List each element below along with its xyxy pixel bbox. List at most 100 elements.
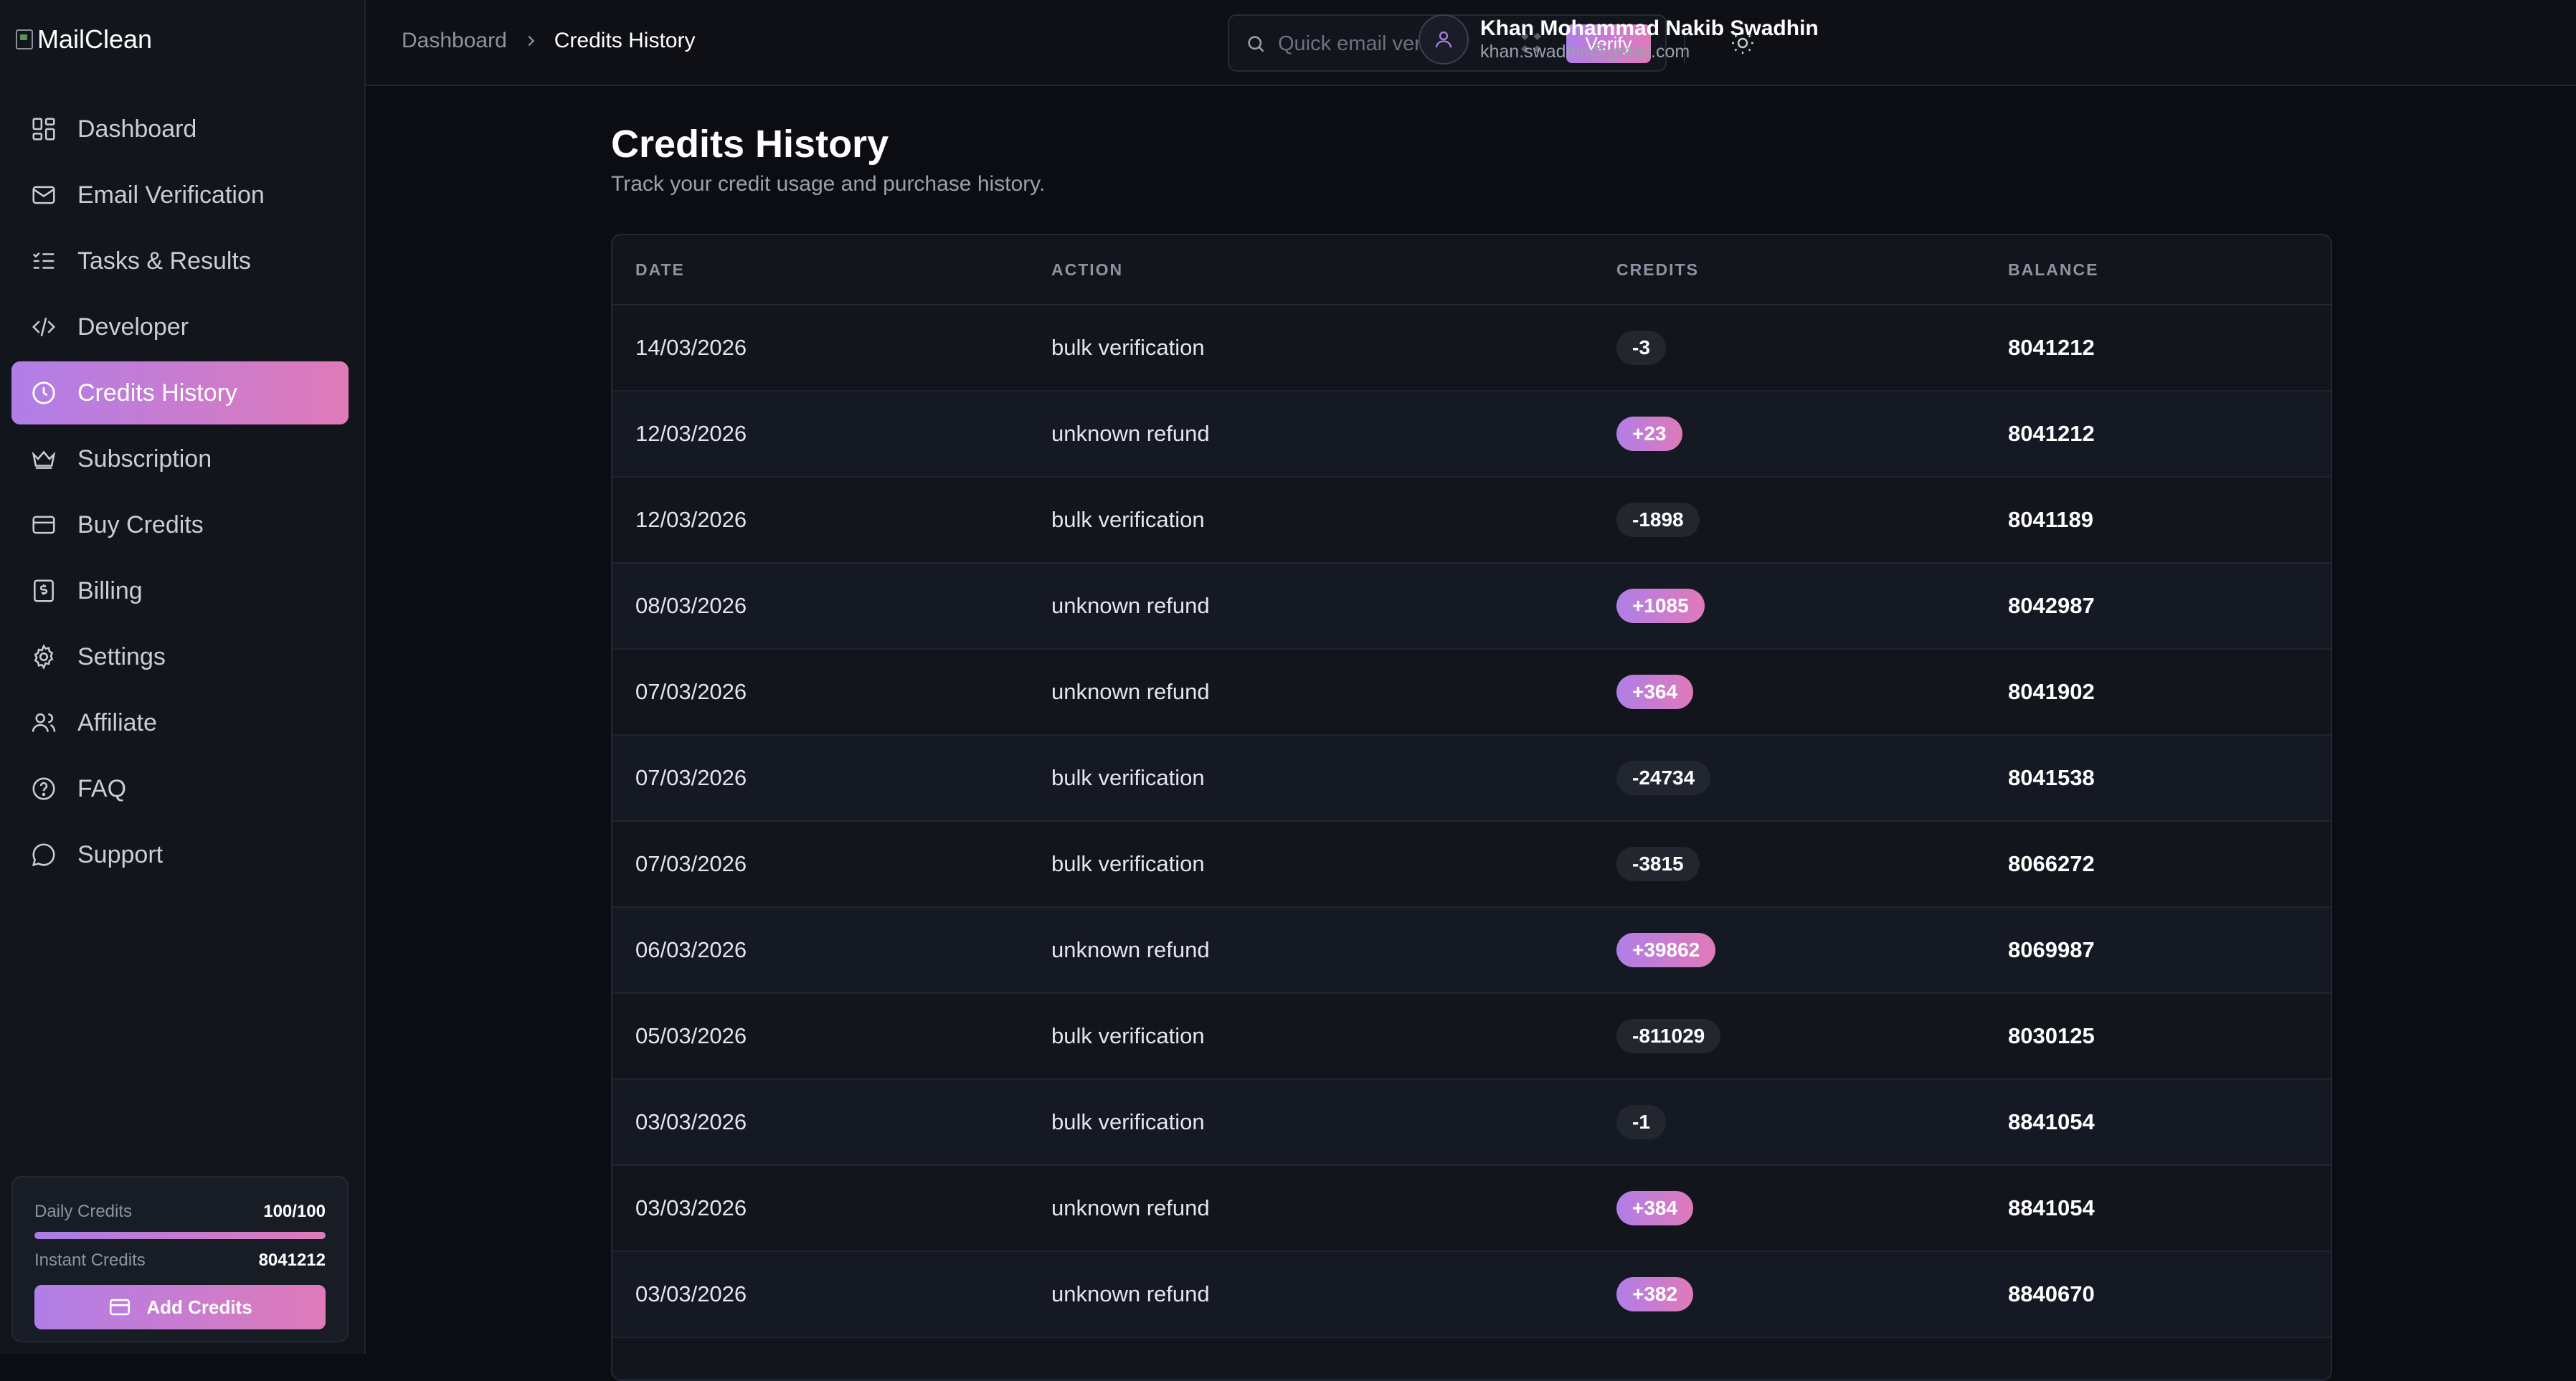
credits-badge: +364: [1616, 675, 1694, 709]
credits-badge: +384: [1616, 1191, 1694, 1225]
cell-action: unknown refund: [1051, 679, 1210, 704]
add-credits-label: Add Credits: [146, 1296, 252, 1318]
user-name: Khan Mohammad Nakib Swadhin: [1480, 16, 1819, 40]
cell-credits: -3: [1616, 331, 1666, 365]
table-row: 03/03/2026 bulk verification -1 8841054: [612, 1080, 2331, 1166]
sidebar-item-label: Billing: [77, 576, 143, 604]
table-row: 05/03/2026 bulk verification -811029 803012…: [612, 994, 2331, 1080]
cell-date: 03/03/2026: [635, 1195, 747, 1220]
instant-credits-value: 8041212: [258, 1251, 326, 1270]
sidebar-item-buy-credits[interactable]: Buy Credits: [11, 493, 349, 556]
cell-action: bulk verification: [1051, 851, 1205, 876]
daily-credits-progress-fill: [34, 1232, 326, 1239]
cell-credits: -24734: [1616, 761, 1711, 795]
chat-icon: [32, 843, 55, 867]
table-row: 07/03/2026 bulk verification -24734 8041538: [612, 736, 2331, 822]
page-subtitle: Track your credit usage and purchase his…: [611, 172, 1046, 196]
cell-credits: +364: [1616, 675, 1694, 709]
list-check-icon: [32, 252, 55, 269]
instant-credits-row: Instant Credits 8041212: [34, 1251, 326, 1271]
sidebar-item-label: FAQ: [77, 774, 127, 802]
credits-badge: -1: [1616, 1105, 1666, 1139]
cell-date: 06/03/2026: [635, 937, 747, 962]
breadcrumb-dashboard-link[interactable]: Dashboard: [402, 29, 507, 52]
sidebar-item-developer[interactable]: Developer: [11, 295, 349, 359]
user-email: khan.swadhin@gmail.com: [1480, 42, 1690, 62]
user-menu[interactable]: Khan Mohammad Nakib Swadhin khan.swadhin…: [1419, 14, 1819, 65]
sidebar-item-tasks-results[interactable]: Tasks & Results: [11, 229, 349, 293]
header-divider: [1684, 24, 1685, 63]
sidebar-item-faq[interactable]: FAQ: [11, 757, 349, 820]
user-info: Khan Mohammad Nakib Swadhin khan.swadhin…: [1480, 16, 1819, 62]
cell-action: bulk verification: [1051, 765, 1205, 790]
table-body: 14/03/2026 bulk verification -3 8041212 12/0…: [612, 305, 2331, 1338]
sidebar-item-dashboard[interactable]: Dashboard: [11, 98, 349, 161]
logo[interactable]: MailClean: [16, 24, 152, 54]
cell-balance: 8030125: [2008, 1023, 2095, 1048]
cell-balance: 8066272: [2008, 851, 2095, 876]
cell-action: unknown refund: [1051, 421, 1210, 446]
cell-date: 12/03/2026: [635, 507, 747, 532]
cell-action: bulk verification: [1051, 335, 1205, 360]
sidebar-item-label: Affiliate: [77, 708, 157, 736]
credit-card-icon: [32, 516, 55, 534]
sidebar-item-support[interactable]: Support: [11, 823, 349, 886]
crown-icon: [32, 450, 56, 469]
add-credits-button[interactable]: Add Credits: [34, 1285, 326, 1329]
help-circle-icon: [32, 777, 55, 800]
cell-date: 03/03/2026: [635, 1281, 747, 1306]
cell-credits: +23: [1616, 417, 1682, 451]
sidebar-item-label: Buy Credits: [77, 511, 204, 538]
cell-balance: 8041902: [2008, 679, 2095, 704]
instant-credits-label: Instant Credits: [34, 1251, 146, 1270]
table-row: 07/03/2026 unknown refund +364 8041902: [612, 650, 2331, 736]
sidebar-item-affiliate[interactable]: Affiliate: [11, 691, 349, 754]
credits-badge: -1898: [1616, 503, 1700, 537]
table-row: 12/03/2026 unknown refund +23 8041212: [612, 391, 2331, 478]
broken-image-icon: [16, 29, 33, 49]
table-row: 03/03/2026 unknown refund +384 8841054: [612, 1166, 2331, 1252]
sidebar-item-label: Tasks & Results: [77, 247, 251, 275]
daily-credits-row: Daily Credits 100/100: [34, 1202, 326, 1222]
sidebar-item-subscription[interactable]: Subscription: [11, 427, 349, 490]
receipt-dollar-icon: [34, 579, 54, 602]
sidebar-item-credits-history[interactable]: Credits History: [11, 361, 349, 424]
cell-action: unknown refund: [1051, 1281, 1210, 1306]
sun-icon[interactable]: [1730, 30, 1756, 56]
cell-balance: 8041212: [2008, 335, 2095, 360]
sidebar-item-email-verification[interactable]: Email Verification: [11, 163, 349, 227]
cell-date: 12/03/2026: [635, 421, 747, 446]
column-header-date: DATE: [635, 260, 685, 279]
sidebar-item-settings[interactable]: Settings: [11, 625, 349, 688]
table-row: 08/03/2026 unknown refund +1085 8042987: [612, 564, 2331, 650]
table-row: 03/03/2026 unknown refund +382 8840670: [612, 1252, 2331, 1338]
top-header: Dashboard Credits History Verify Khan Mo…: [366, 0, 2576, 86]
daily-credits-value: 100/100: [263, 1202, 326, 1221]
cell-credits: +382: [1616, 1277, 1694, 1311]
sidebar-item-billing[interactable]: Billing: [11, 559, 349, 622]
extension-icon[interactable]: [1516, 30, 1546, 60]
table-header: DATE ACTION CREDITS BALANCE: [612, 235, 2331, 305]
daily-credits-progress: [34, 1232, 326, 1239]
cell-balance: 8042987: [2008, 593, 2095, 618]
credits-badge: -811029: [1616, 1019, 1721, 1053]
table-row: 07/03/2026 bulk verification -3815 8066272: [612, 822, 2331, 908]
column-header-balance: BALANCE: [2008, 260, 2099, 279]
credits-badge: -3815: [1616, 847, 1700, 881]
credits-badge: -3: [1616, 331, 1666, 365]
cell-credits: +384: [1616, 1191, 1694, 1225]
sidebar-item-label: Credits History: [77, 379, 237, 407]
table-row: 12/03/2026 bulk verification -1898 8041189: [612, 478, 2331, 564]
page-title: Credits History: [611, 123, 889, 166]
search-icon: [1248, 36, 1264, 52]
gear-icon: [34, 644, 54, 670]
cell-credits: +39862: [1616, 933, 1716, 967]
users-icon: [32, 713, 56, 732]
cell-balance: 8041538: [2008, 765, 2095, 790]
avatar[interactable]: [1419, 14, 1469, 65]
sidebar-item-label: Settings: [77, 642, 166, 670]
cell-balance: 8840670: [2008, 1281, 2095, 1306]
table-row: 14/03/2026 bulk verification -3 8041212: [612, 305, 2331, 391]
verify-button[interactable]: Verify: [1566, 24, 1651, 63]
breadcrumb: Dashboard Credits History: [402, 29, 695, 53]
